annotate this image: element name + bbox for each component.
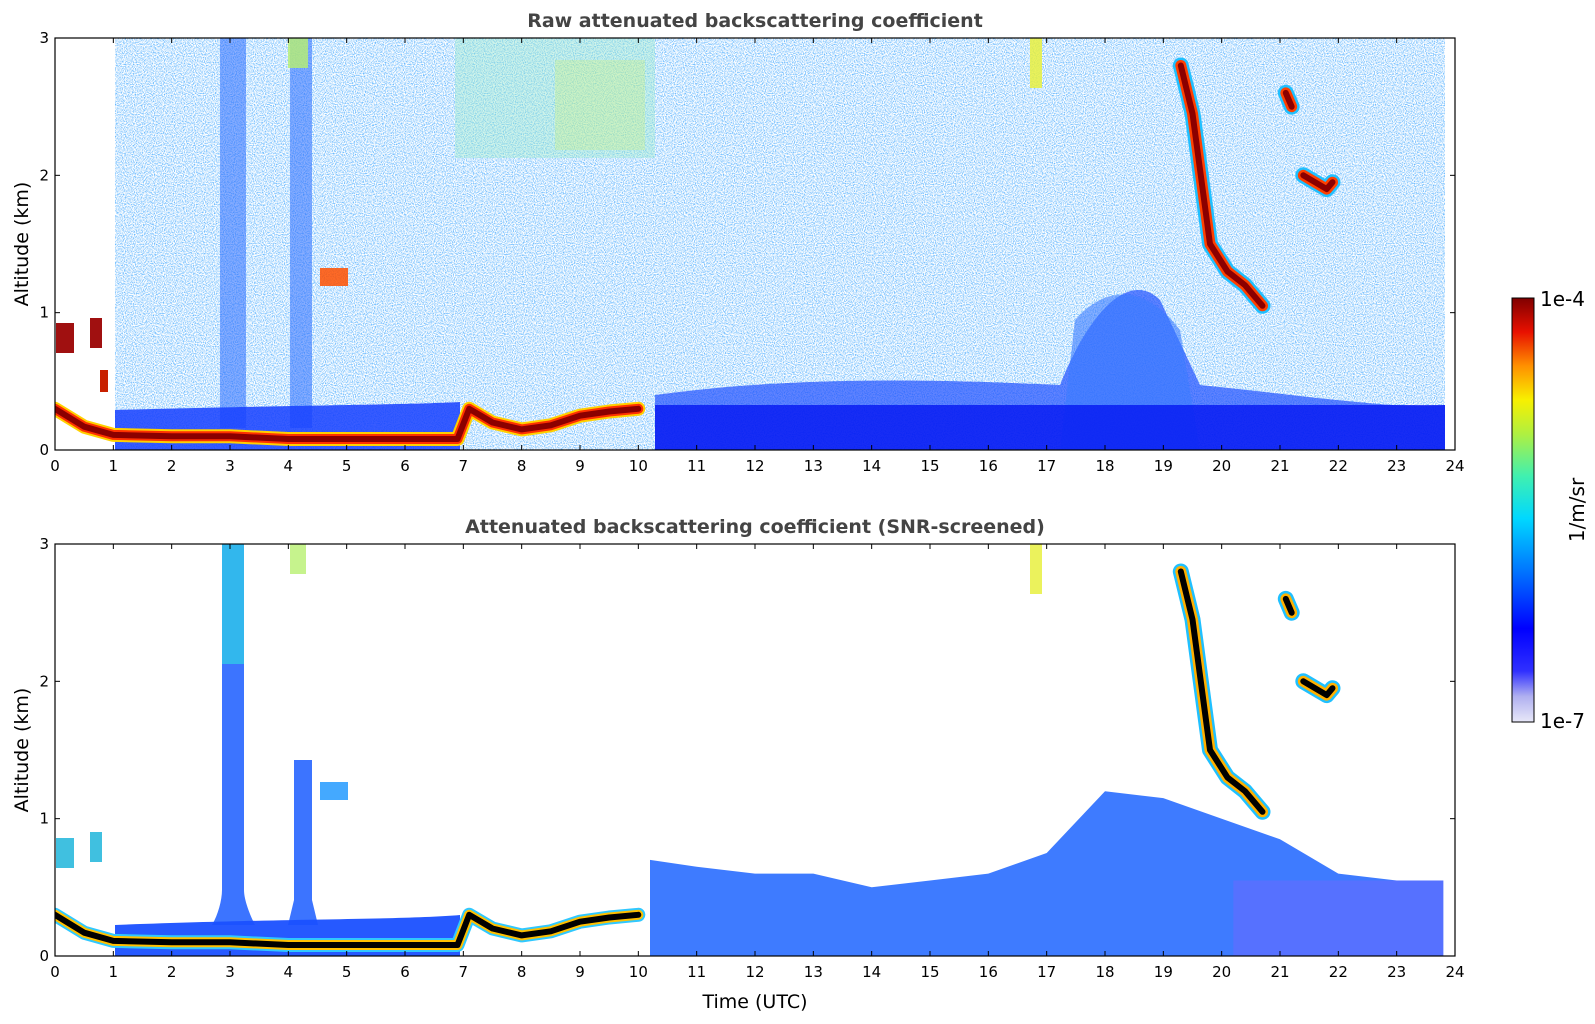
panel-raw: Raw attenuated backscattering coefficien… xyxy=(11,10,1465,475)
x-tick-label: 12 xyxy=(745,963,764,981)
cloud-layer xyxy=(1282,595,1295,616)
panel-screened-x-ticks: 0 1 2 3 4 5 6 7 8 9 10 11 12 13 14 15 16 17 18 19 20 21 22 23 24 xyxy=(50,544,1465,981)
panel-screened-mixed-layer xyxy=(650,791,1444,956)
y-tick-label: 3 xyxy=(39,29,49,47)
x-tick-label: 11 xyxy=(687,963,706,981)
x-tick-label: 3 xyxy=(225,963,235,981)
x-tick-label: 14 xyxy=(862,457,881,475)
x-tick-label: 1 xyxy=(109,457,119,475)
x-tick-label: 15 xyxy=(920,457,939,475)
x-tick-label: 11 xyxy=(687,457,706,475)
panel-raw-y-ticks: 0 1 2 3 xyxy=(39,29,1455,459)
cloud-layer xyxy=(1177,62,1266,309)
panel-raw-clouds xyxy=(1172,57,1341,314)
x-tick-label: 18 xyxy=(1095,457,1114,475)
x-tick-label: 8 xyxy=(517,963,527,981)
x-tick-label: 7 xyxy=(459,963,469,981)
x-tick-label: 19 xyxy=(1154,963,1173,981)
x-tick-label: 16 xyxy=(979,963,998,981)
y-tick-label: 2 xyxy=(39,672,49,690)
x-tick-label: 23 xyxy=(1387,457,1406,475)
x-tick-label: 6 xyxy=(400,963,410,981)
panel-screened: Attenuated backscattering coefficient (S… xyxy=(11,516,1465,1013)
x-tick-label: 21 xyxy=(1270,963,1289,981)
x-tick-label: 12 xyxy=(745,457,764,475)
x-tick-label: 3 xyxy=(225,457,235,475)
colorbar-min-label: 1e-7 xyxy=(1540,709,1585,733)
panel-screened-ylabel: Altitude (km) xyxy=(11,688,33,813)
colorbar: 1e-4 1e-7 1/m/sr xyxy=(1511,287,1589,733)
x-tick-label: 9 xyxy=(575,963,585,981)
panel-screened-clouds xyxy=(1172,563,1341,820)
panel-screened-boundary-layer xyxy=(55,907,646,952)
x-tick-label: 24 xyxy=(1445,457,1464,475)
x-tick-label: 0 xyxy=(50,963,60,981)
y-tick-label: 3 xyxy=(39,535,49,553)
y-tick-label: 0 xyxy=(39,947,49,965)
x-tick-label: 14 xyxy=(862,963,881,981)
x-tick-label: 18 xyxy=(1095,963,1114,981)
x-tick-label: 20 xyxy=(1212,963,1231,981)
mixed-layer-faint xyxy=(1233,880,1444,956)
x-tick-label: 0 xyxy=(50,457,60,475)
colorbar-max-label: 1e-4 xyxy=(1540,287,1585,311)
x-tick-label: 9 xyxy=(575,457,585,475)
x-tick-label: 20 xyxy=(1212,457,1231,475)
y-tick-label: 2 xyxy=(39,166,49,184)
x-tick-label: 6 xyxy=(400,457,410,475)
y-tick-label: 1 xyxy=(39,810,49,828)
x-tick-label: 17 xyxy=(1037,457,1056,475)
x-tick-label: 22 xyxy=(1329,963,1348,981)
colorbar-gradient xyxy=(1511,297,1535,723)
y-tick-label: 1 xyxy=(39,304,49,322)
x-tick-label: 2 xyxy=(167,457,177,475)
panel-raw-boundary-layer xyxy=(55,401,646,446)
cloud-layer xyxy=(1177,568,1266,815)
panel-screened-title: Attenuated backscattering coefficient (S… xyxy=(465,516,1045,538)
x-tick-label: 4 xyxy=(284,457,294,475)
x-tick-label: 13 xyxy=(804,457,823,475)
cloud-layer xyxy=(1300,172,1336,193)
x-tick-label: 1 xyxy=(109,963,119,981)
x-tick-label: 4 xyxy=(284,963,294,981)
x-tick-label: 22 xyxy=(1329,457,1348,475)
y-tick-label: 0 xyxy=(39,441,49,459)
panel-raw-x-ticks: 0 1 2 3 4 5 6 7 8 9 10 11 12 13 14 15 16 17 18 19 20 21 22 23 24 xyxy=(50,38,1465,475)
x-tick-label: 16 xyxy=(979,457,998,475)
boundary-layer-band xyxy=(55,405,642,442)
boundary-layer-band xyxy=(55,911,642,948)
panel-raw-heatmap xyxy=(55,38,1455,450)
x-tick-label: 10 xyxy=(629,457,648,475)
x-tick-label: 19 xyxy=(1154,457,1173,475)
x-tick-label: 5 xyxy=(342,963,352,981)
x-tick-label: 15 xyxy=(920,963,939,981)
cloud-layer xyxy=(1300,678,1336,699)
panel-raw-title: Raw attenuated backscattering coefficien… xyxy=(527,10,983,32)
panel-screened-heatmap xyxy=(55,544,1455,956)
x-tick-label: 23 xyxy=(1387,963,1406,981)
x-tick-label: 2 xyxy=(167,963,177,981)
x-tick-label: 17 xyxy=(1037,963,1056,981)
x-tick-label: 7 xyxy=(459,457,469,475)
x-tick-label: 8 xyxy=(517,457,527,475)
cloud-layer xyxy=(1282,89,1295,110)
x-tick-label: 13 xyxy=(804,963,823,981)
panel-screened-xlabel: Time (UTC) xyxy=(701,991,807,1013)
x-tick-label: 21 xyxy=(1270,457,1289,475)
colorbar-unit-label: 1/m/sr xyxy=(1565,477,1589,542)
x-tick-label: 10 xyxy=(629,963,648,981)
x-tick-label: 5 xyxy=(342,457,352,475)
panel-screened-y-ticks: 0 1 2 3 xyxy=(39,535,1455,965)
x-tick-label: 24 xyxy=(1445,963,1464,981)
panel-raw-ylabel: Altitude (km) xyxy=(11,182,33,307)
